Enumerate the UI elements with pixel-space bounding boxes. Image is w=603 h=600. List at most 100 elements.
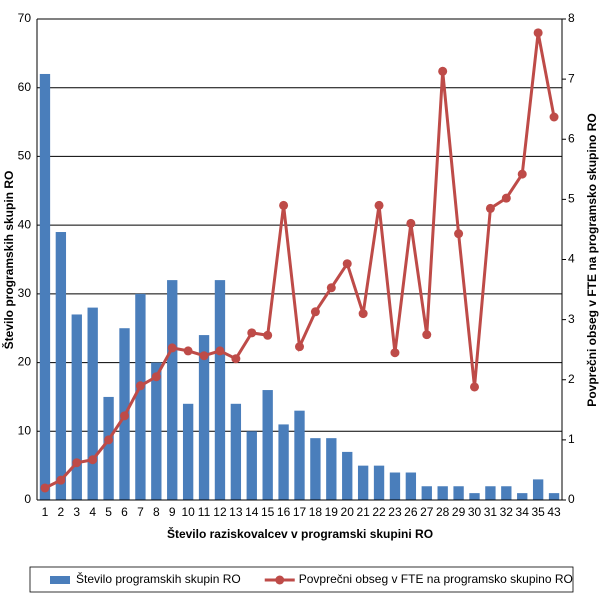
x-tick-label: 20 (341, 505, 355, 519)
x-tick-label: 17 (293, 505, 307, 519)
x-tick-label: 32 (500, 505, 514, 519)
x-tick-label: 15 (261, 505, 275, 519)
x-tick-label: 30 (468, 505, 482, 519)
line-point (295, 342, 304, 352)
bar (167, 280, 178, 500)
line-point (454, 229, 464, 239)
y-tick-label: 0 (24, 492, 31, 506)
bar (501, 486, 512, 500)
y2-tick-label: 8 (568, 11, 575, 25)
bar (517, 493, 528, 500)
legend-label: Število programskih skupin RO (76, 571, 241, 586)
x-tick-label: 9 (169, 505, 176, 519)
y-tick-label: 70 (18, 11, 32, 25)
bar (342, 451, 353, 500)
line-point (56, 475, 66, 485)
bar (389, 472, 401, 500)
line-point (183, 346, 193, 356)
line-point (470, 382, 479, 392)
x-tick-label: 43 (547, 505, 561, 519)
x-tick-label: 16 (277, 505, 291, 519)
line-point (485, 203, 495, 213)
x-tick-label: 8 (153, 505, 160, 519)
line-point (231, 354, 241, 364)
bar (532, 479, 544, 500)
line-point (501, 193, 511, 203)
line-point (120, 411, 129, 421)
line-point (517, 169, 527, 179)
y-tick-label: 10 (18, 423, 32, 437)
y2-tick-label: 2 (568, 372, 575, 386)
line-point (533, 28, 543, 38)
legend-swatch (275, 575, 285, 585)
y-tick-label: 30 (18, 286, 32, 300)
x-tick-label: 26 (404, 505, 418, 519)
x-tick-label: 6 (121, 505, 128, 519)
line-point (247, 328, 257, 338)
x-tick-label: 1 (42, 505, 49, 519)
x-tick-label: 2 (58, 505, 65, 519)
bar (198, 335, 210, 500)
bar (294, 410, 305, 500)
line-point (40, 483, 50, 493)
bar (230, 403, 242, 500)
bar (421, 486, 432, 500)
line-point (342, 259, 352, 269)
bar (357, 465, 369, 500)
x-tick-label: 29 (452, 505, 466, 519)
line-point (326, 283, 336, 293)
x-tick-label: 27 (420, 505, 434, 519)
bar (278, 424, 289, 500)
bar (548, 493, 560, 500)
line-point (549, 112, 559, 122)
line-point (422, 330, 432, 340)
y2-axis-title: Povprečni obseg v FTE na programsko skup… (585, 113, 599, 406)
legend-swatch (50, 576, 70, 584)
bar (103, 396, 114, 500)
bar (71, 314, 82, 500)
bar (87, 307, 98, 500)
line-point (72, 458, 82, 468)
line-point (310, 307, 320, 317)
x-tick-label: 14 (245, 505, 259, 519)
legend-box (29, 566, 574, 593)
x-tick-label: 18 (309, 505, 323, 519)
x-tick-label: 4 (89, 505, 96, 519)
y2-tick-label: 6 (568, 131, 575, 145)
x-tick-label: 22 (372, 505, 386, 519)
line-point (151, 372, 161, 382)
line-point (215, 346, 225, 356)
line-point (167, 343, 177, 353)
y2-tick-label: 0 (568, 492, 575, 506)
bar (437, 486, 448, 500)
x-tick-label: 7 (137, 505, 144, 519)
bar (246, 431, 257, 500)
y2-tick-label: 1 (568, 432, 575, 446)
x-tick-label: 5 (105, 505, 112, 519)
x-tick-label: 21 (356, 505, 370, 519)
x-tick-label: 19 (325, 505, 339, 519)
line-point (279, 200, 289, 210)
x-tick-label: 35 (531, 505, 545, 519)
bar (151, 362, 162, 500)
bar (453, 486, 464, 500)
line-point (104, 435, 114, 445)
y-tick-label: 20 (18, 355, 32, 369)
bar (405, 472, 417, 500)
y-tick-label: 60 (18, 80, 32, 94)
y2-tick-label: 4 (568, 252, 575, 266)
x-tick-label: 13 (229, 505, 243, 519)
bar (39, 73, 51, 500)
x-tick-label: 11 (198, 505, 211, 519)
line-point (135, 381, 145, 391)
y2-tick-label: 5 (568, 192, 575, 206)
y-tick-label: 50 (18, 149, 32, 163)
line-point (406, 218, 416, 228)
line-point (438, 66, 448, 76)
x-tick-label: 12 (213, 505, 227, 519)
line-point (263, 330, 273, 340)
x-tick-label: 31 (484, 505, 498, 519)
x-axis-title: Število raziskovalcev v programski skupi… (167, 526, 433, 541)
x-tick-label: 28 (436, 505, 450, 519)
